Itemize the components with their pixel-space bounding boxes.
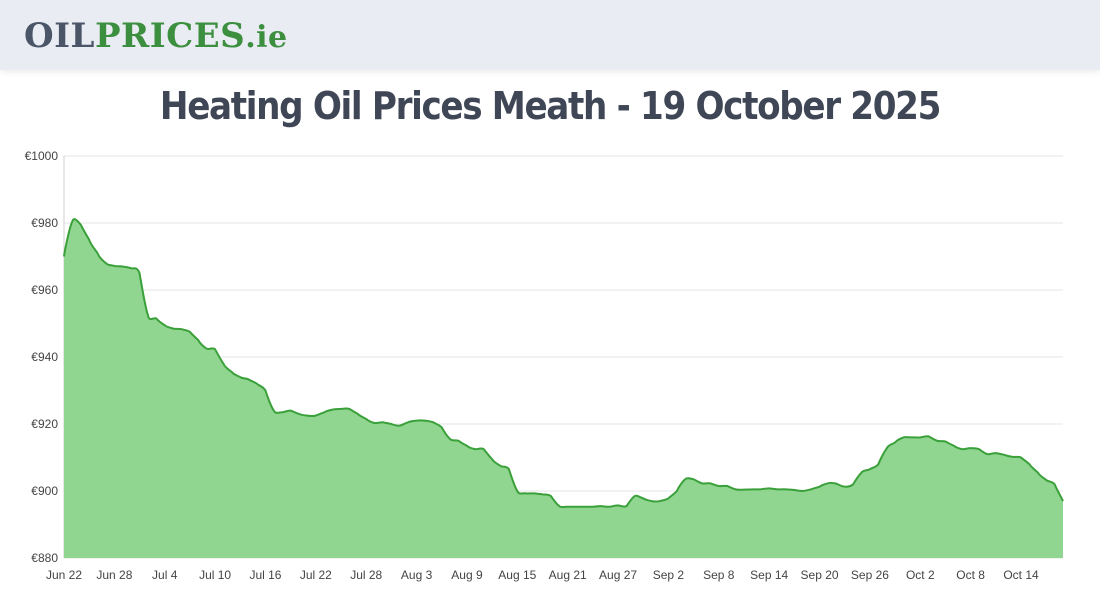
logo-part-tld: .ie	[245, 20, 288, 55]
x-tick-label: Jun 22	[46, 568, 82, 582]
x-tick-label: Aug 15	[498, 568, 536, 582]
y-tick-label: €960	[31, 283, 58, 297]
x-tick-label: Aug 27	[599, 568, 637, 582]
logo-part-prices: PRICES	[94, 16, 246, 56]
x-tick-label: Sep 14	[750, 568, 788, 582]
x-tick-label: Aug 3	[401, 568, 433, 582]
page-title: Heating Oil Prices Meath - 19 October 20…	[159, 84, 942, 128]
y-tick-label: €900	[31, 484, 58, 498]
x-tick-label: Oct 2	[906, 568, 935, 582]
x-tick-label: Jul 10	[199, 568, 231, 582]
y-tick-label: €880	[31, 551, 58, 565]
x-tick-label: Jul 16	[249, 568, 281, 582]
price-area-fill	[64, 219, 1063, 558]
x-tick-label: Jul 4	[152, 568, 178, 582]
x-tick-label: Aug 9	[451, 568, 483, 582]
x-axis: Jun 22 Jun 28 Jul 4 Jul 10 Jul 16 Jul 22 Jul 2…	[46, 568, 1039, 582]
y-axis: €880 €900 €920 €940 €960 €980 €1000	[25, 149, 59, 565]
x-tick-label: Sep 8	[703, 568, 735, 582]
x-tick-label: Sep 26	[851, 568, 889, 582]
y-tick-label: €940	[31, 350, 58, 364]
x-tick-label: Oct 14	[1003, 568, 1039, 582]
site-header: OILPRICES.ie	[0, 0, 1100, 70]
y-tick-label: €920	[31, 417, 58, 431]
y-tick-label: €1000	[25, 149, 59, 163]
x-tick-label: Aug 21	[549, 568, 587, 582]
y-tick-label: €980	[31, 216, 58, 230]
x-tick-label: Sep 2	[653, 568, 685, 582]
x-tick-label: Jul 28	[350, 568, 382, 582]
price-line	[63, 218, 1064, 509]
price-chart: €880€900€920€940€960€980€1000 Jun 22 Jun …	[25, 149, 1064, 582]
x-tick-label: Oct 8	[956, 568, 985, 582]
x-tick-label: Sep 20	[801, 568, 839, 582]
x-tick-label: Jul 22	[300, 568, 332, 582]
logo-part-oil: OIL	[24, 16, 95, 56]
site-logo[interactable]: OILPRICES.ie	[24, 16, 288, 58]
x-tick-label: Jun 28	[96, 568, 132, 582]
